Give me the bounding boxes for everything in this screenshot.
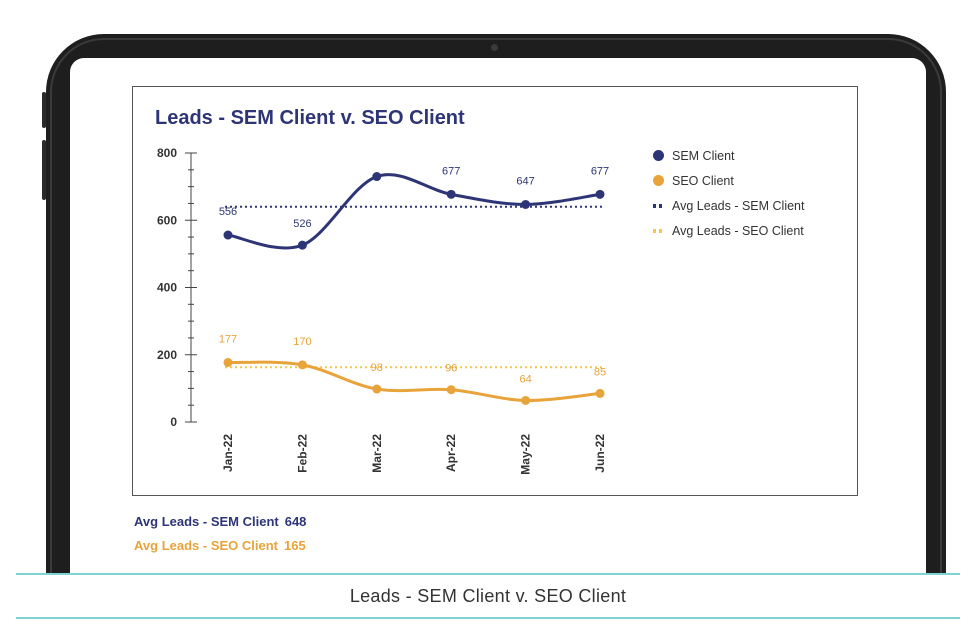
data-point [297, 360, 307, 370]
caption-bar: Leads - SEM Client v. SEO Client [16, 573, 960, 619]
data-label: 647 [516, 175, 534, 187]
chart-legend: SEM Client SEO Client Avg Leads - SEM Cl… [653, 143, 804, 243]
chart-container: Leads - SEM Client v. SEO Client 0 200 400… [132, 86, 858, 496]
data-label: 526 [293, 218, 311, 230]
y-tick-label: 600 [157, 213, 177, 227]
series-line [227, 173, 601, 250]
x-tick-label: Jun-22 [593, 434, 607, 473]
side-button [42, 92, 46, 128]
data-label: 85 [594, 366, 606, 378]
data-point [521, 395, 531, 405]
data-label: 170 [293, 336, 311, 348]
data-point [372, 172, 382, 182]
data-label: 556 [219, 206, 237, 218]
x-tick-label: Jan-22 [221, 434, 235, 472]
data-point [446, 385, 456, 395]
y-tick-label: 0 [170, 415, 177, 429]
data-label: 64 [519, 373, 531, 385]
y-tick-label: 200 [157, 348, 177, 362]
tablet-screen: Leads - SEM Client v. SEO Client 0 200 400… [70, 58, 926, 573]
line-chart: 0 200 400 600 800 Jan-22 Feb-22 Mar-22 Apr-22 May… [157, 146, 609, 475]
side-button [42, 140, 46, 200]
data-label: 677 [591, 165, 609, 177]
data-point [446, 189, 456, 199]
data-point [372, 384, 382, 394]
legend-item-avg-sem: Avg Leads - SEM Client [653, 193, 804, 218]
y-tick-label: 800 [157, 146, 177, 160]
chart-title: Leads - SEM Client v. SEO Client [155, 107, 465, 129]
data-label: 98 [371, 362, 383, 374]
data-point [595, 388, 605, 398]
legend-label: SEO Client [672, 173, 734, 188]
legend-item-avg-seo: Avg Leads - SEO Client [653, 218, 804, 243]
camera-icon [491, 44, 498, 51]
legend-dot-icon [653, 150, 664, 161]
summary-label: Avg Leads - SEM Client [134, 514, 279, 529]
x-tick-label: Feb-22 [295, 434, 309, 473]
summary-value: 165 [284, 538, 306, 553]
data-point [223, 357, 233, 367]
summary-label: Avg Leads - SEO Client [134, 538, 278, 553]
x-tick-label: Apr-22 [444, 434, 458, 472]
legend-dot-icon [653, 175, 664, 186]
summary-seo: Avg Leads - SEO Client 165 [134, 538, 306, 553]
data-label: 677 [442, 165, 460, 177]
legend-item-sem: SEM Client [653, 143, 804, 168]
x-tick-label: May-22 [519, 434, 533, 475]
data-point [521, 199, 531, 209]
y-tick-label: 400 [157, 281, 177, 295]
series-line [227, 360, 601, 402]
data-label: 177 [219, 333, 237, 345]
legend-label: Avg Leads - SEM Client [672, 198, 805, 213]
data-point [297, 240, 307, 250]
x-tick-label: Mar-22 [370, 434, 384, 473]
legend-label: SEM Client [672, 148, 735, 163]
legend-item-seo: SEO Client [653, 168, 804, 193]
data-label: 96 [445, 363, 457, 375]
data-point [595, 189, 605, 199]
data-point [223, 230, 233, 240]
legend-label: Avg Leads - SEO Client [672, 223, 804, 238]
legend-dash-icon [653, 228, 664, 233]
summary-sem: Avg Leads - SEM Client 648 [134, 514, 306, 529]
caption-text: Leads - SEM Client v. SEO Client [349, 585, 627, 606]
legend-dash-icon [653, 203, 664, 208]
summary-value: 648 [284, 514, 307, 529]
